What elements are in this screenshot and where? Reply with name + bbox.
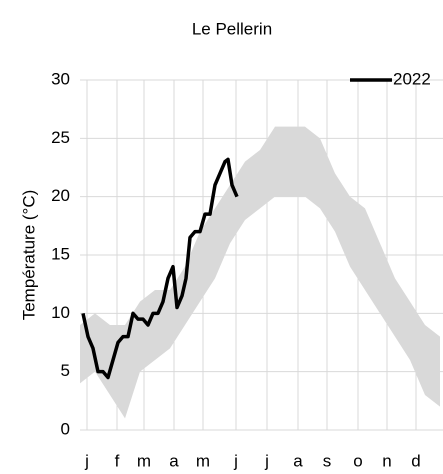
x-tick-label: s — [323, 451, 332, 470]
x-tick-label: d — [411, 451, 420, 470]
y-tick-label: 25 — [51, 128, 70, 147]
x-tick-label: j — [84, 451, 89, 470]
x-tick-label: a — [293, 451, 303, 470]
y-tick-label: 5 — [61, 361, 70, 380]
x-tick-label: m — [196, 451, 210, 470]
y-tick-label: 10 — [51, 303, 70, 322]
y-tick-label: 30 — [51, 69, 70, 88]
x-tick-label: a — [169, 451, 179, 470]
legend-label: 2022 — [393, 69, 431, 88]
line-series — [81, 157, 239, 380]
x-tick-label: j — [233, 451, 238, 470]
y-tick-label: 20 — [51, 186, 70, 205]
y-axis-label: Température (°C) — [19, 190, 38, 321]
range-band — [80, 126, 440, 419]
x-tick-label: m — [137, 451, 151, 470]
y-tick-label: 15 — [51, 244, 70, 263]
x-tick-label: o — [353, 451, 362, 470]
chart-title: Le Pellerin — [192, 19, 272, 38]
y-tick-label: 0 — [61, 419, 70, 438]
x-tick-label: j — [264, 451, 269, 470]
x-tick-label: n — [382, 451, 391, 470]
x-tick-label: f — [115, 451, 120, 470]
